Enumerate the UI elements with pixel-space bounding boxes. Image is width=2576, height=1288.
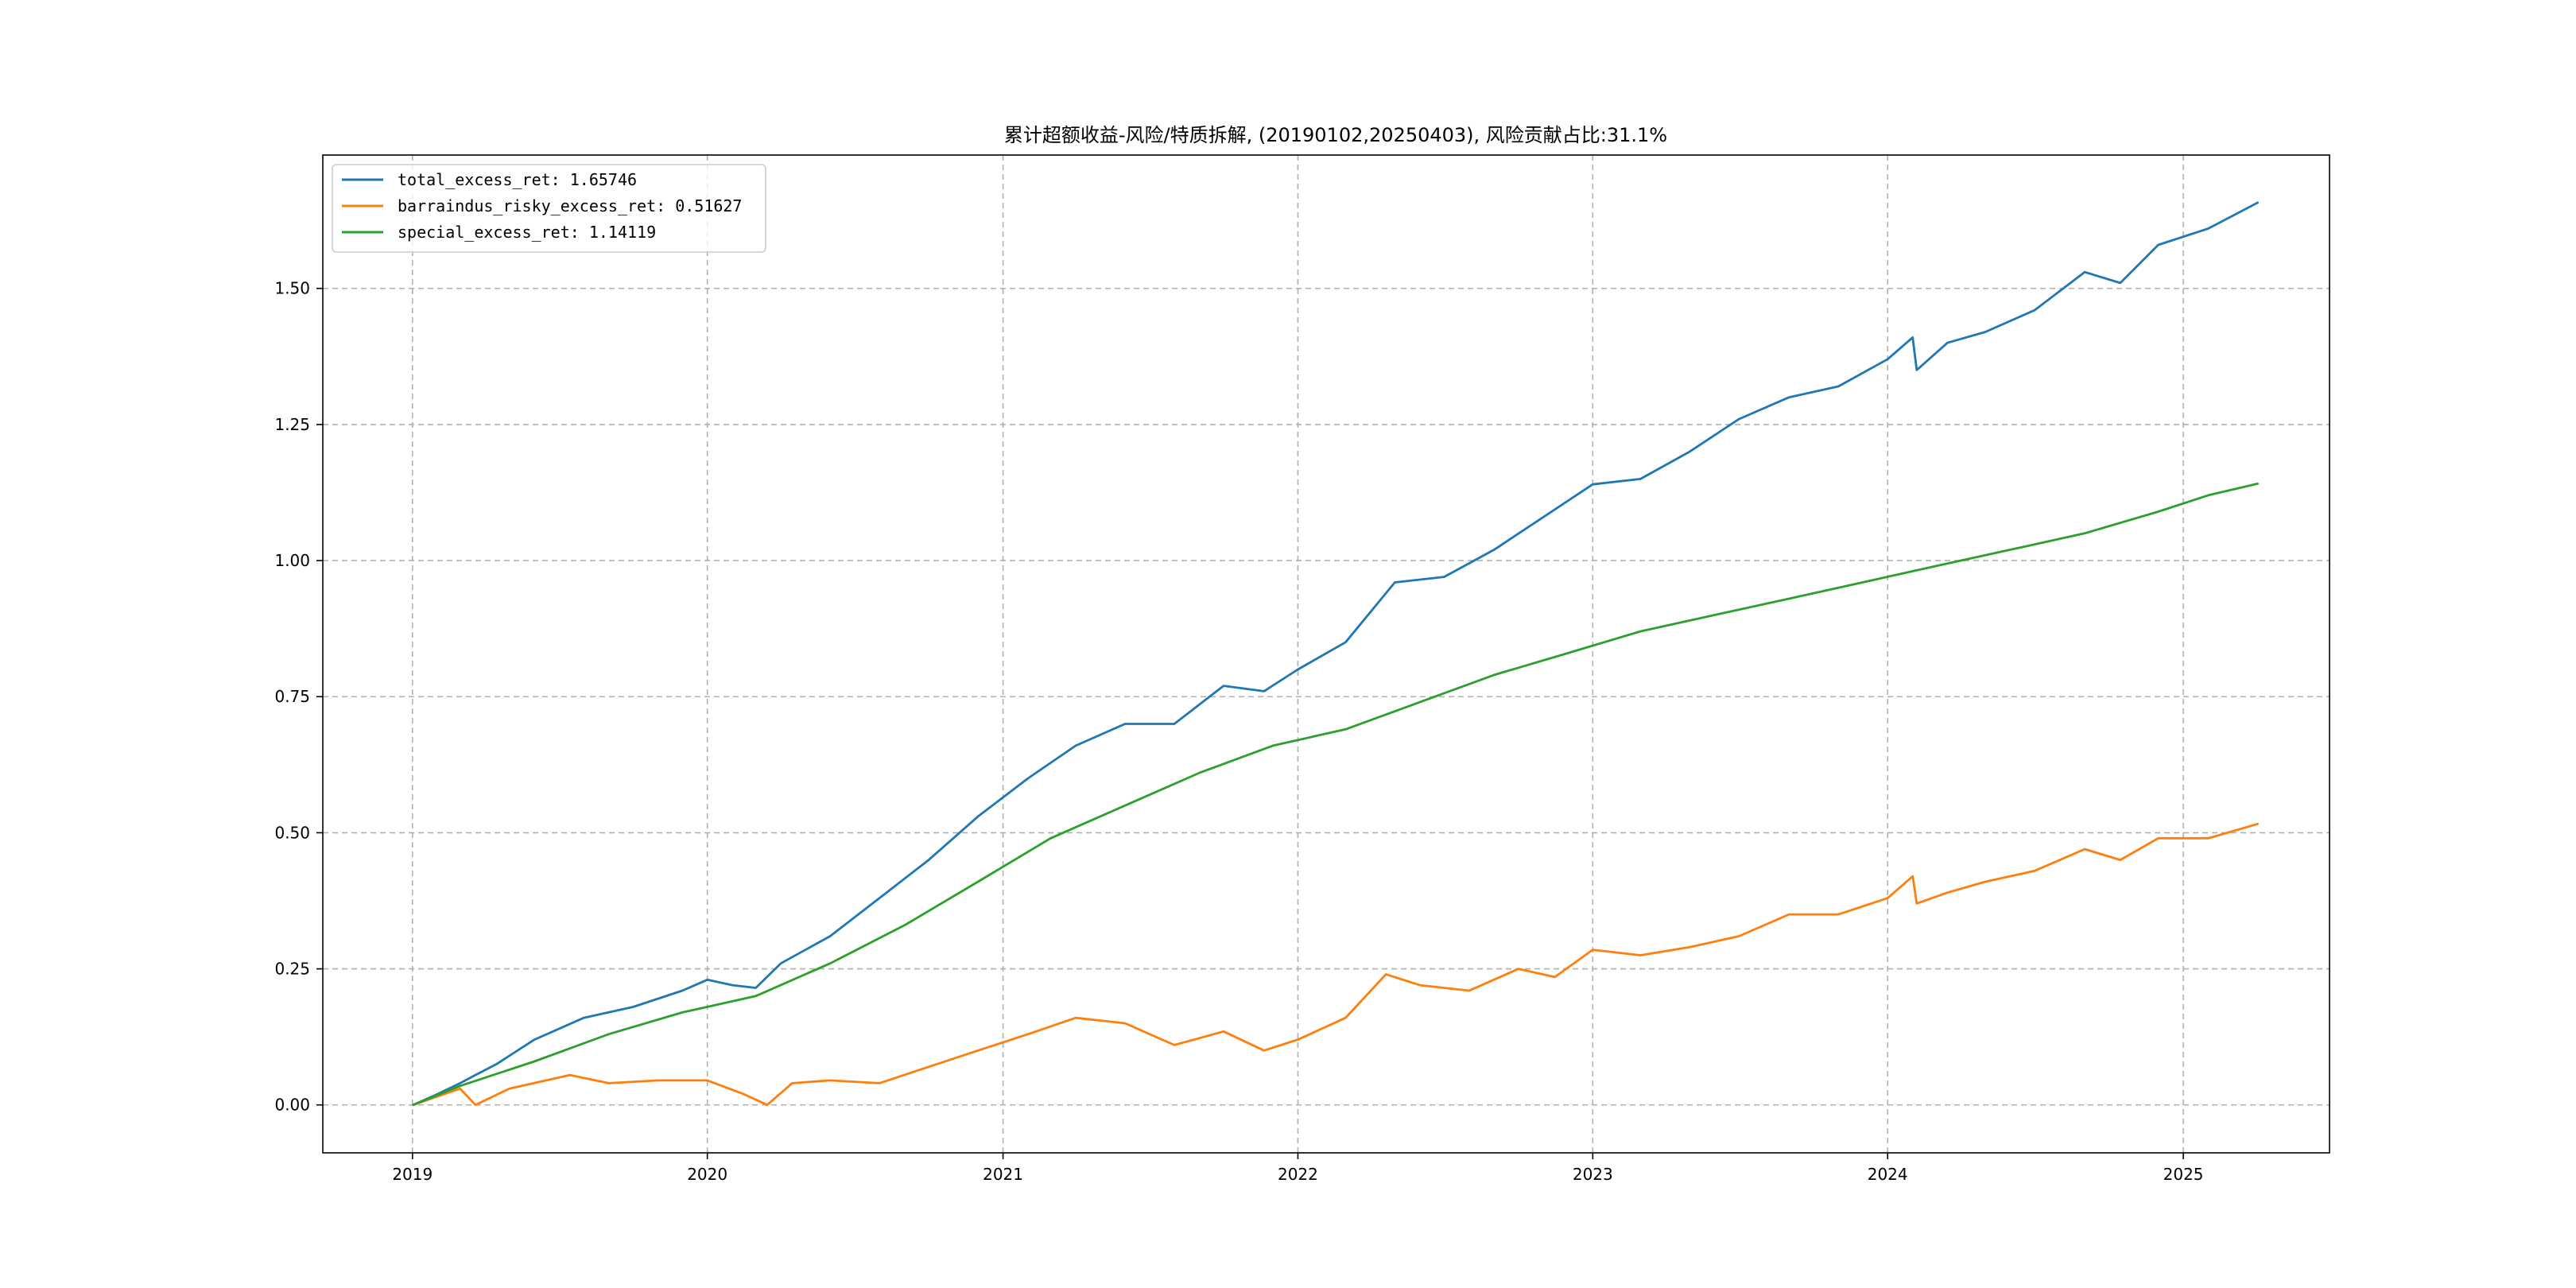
legend-label-3: special_excess_ret: 1.14119 [398,223,656,242]
x-tick-label: 2021 [983,1165,1023,1184]
legend-label-2: barraindus_risky_excess_ret: 0.51627 [398,196,742,215]
y-tick-label: 0.50 [274,823,310,842]
x-tick-label: 2020 [687,1165,727,1184]
y-tick-label: 0.25 [274,960,310,979]
series-lines [412,201,2259,1107]
legend-box [332,164,766,253]
x-axis-ticks: 2019 2020 2021 2022 2023 2024 2025 [392,1153,2204,1184]
series-line-1 [412,201,2259,1107]
axes-frame [322,154,2330,1154]
y-axis-ticks: 0.00 0.25 0.50 0.75 1.00 1.25 1.50 [274,279,323,1115]
grid [323,155,2330,1153]
y-tick-label: 1.50 [274,279,310,298]
y-tick-label: 0.75 [274,687,310,706]
chart-title: 累计超额收益-风险/特质拆解, (20190102,20250403), 风险贡… [1004,124,1667,146]
y-tick-label: 1.00 [274,551,310,570]
series-line-3 [412,483,2259,1107]
legend: total_excess_ret: 1.65746 barraindus_risk… [332,164,766,253]
x-tick-label: 2025 [2163,1165,2204,1184]
x-tick-label: 2023 [1573,1165,1613,1184]
legend-label-1: total_excess_ret: 1.65746 [398,170,637,189]
series-line-2 [412,822,2259,1107]
x-tick-label: 2019 [392,1165,433,1184]
x-tick-label: 2022 [1278,1165,1318,1184]
y-tick-label: 1.25 [274,415,310,434]
y-tick-label: 0.00 [274,1096,310,1115]
x-tick-label: 2024 [1868,1165,1908,1184]
